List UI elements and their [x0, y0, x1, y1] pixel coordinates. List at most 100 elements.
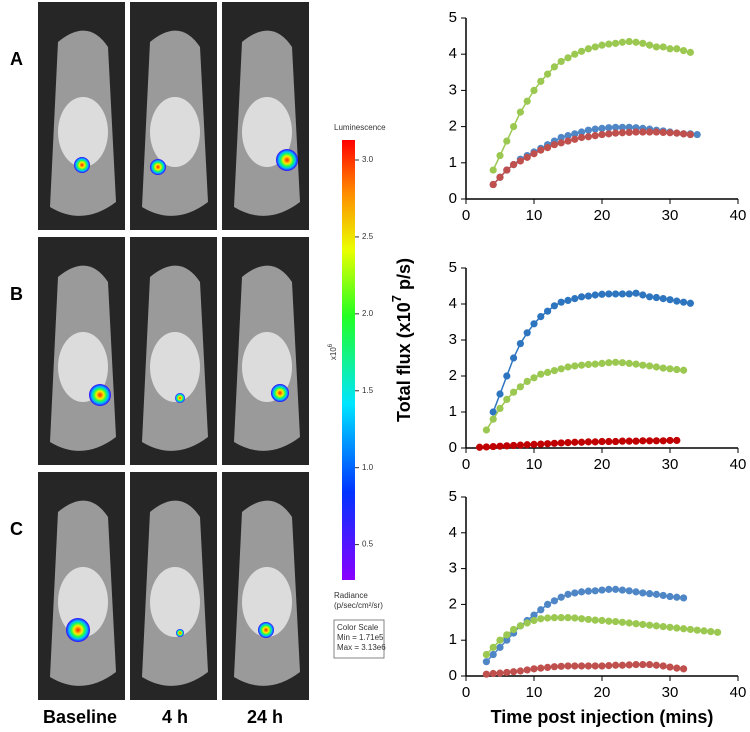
data-point	[523, 377, 531, 385]
data-point	[550, 597, 559, 605]
data-point	[618, 123, 627, 131]
data-point	[686, 299, 695, 307]
data-point	[591, 438, 599, 446]
data-point	[652, 363, 661, 371]
data-point	[680, 130, 688, 138]
data-point	[605, 662, 613, 670]
data-point	[523, 441, 531, 449]
column-label: Baseline	[43, 707, 117, 727]
data-point	[550, 141, 559, 149]
data-point	[489, 643, 497, 651]
data-point	[530, 150, 538, 158]
data-point	[625, 128, 633, 136]
data-point	[591, 662, 599, 670]
colorbar-tick-label: 0.5	[362, 540, 374, 549]
data-point	[509, 161, 518, 169]
photo-grid	[38, 2, 309, 700]
data-point	[550, 614, 559, 622]
data-point	[632, 660, 640, 669]
data-point	[476, 443, 484, 451]
data-point	[496, 151, 504, 160]
luminescence-spot	[74, 157, 90, 173]
data-point	[523, 329, 531, 337]
data-point	[612, 585, 620, 593]
data-point	[639, 589, 647, 597]
y-tick-label: 1	[449, 403, 457, 420]
data-point	[659, 364, 667, 372]
data-point	[503, 137, 511, 145]
data-point	[605, 437, 613, 446]
data-point	[612, 123, 620, 131]
data-point	[516, 108, 525, 116]
data-point	[571, 438, 579, 446]
data-point	[612, 661, 620, 669]
data-point	[632, 588, 640, 596]
data-point	[700, 627, 708, 635]
data-point	[625, 437, 633, 445]
data-point	[639, 660, 647, 669]
data-point	[509, 668, 518, 676]
luminescence-spot	[175, 393, 185, 403]
data-point	[605, 40, 613, 48]
y-tick-label: 3	[449, 331, 457, 348]
data-point	[598, 359, 606, 367]
data-point	[632, 360, 640, 368]
y-tick-label: 5	[449, 259, 457, 276]
y-axis-title: Total flux (x107 p/s)	[389, 258, 413, 422]
data-point	[509, 123, 518, 131]
data-point	[591, 291, 599, 299]
data-point	[659, 437, 667, 445]
luminescence-spot	[89, 384, 111, 406]
data-point	[544, 70, 552, 78]
panel-label: B	[10, 284, 23, 304]
data-point	[666, 129, 674, 137]
column-label: 4 h	[162, 707, 188, 727]
data-point	[584, 45, 593, 53]
data-point	[584, 360, 593, 369]
x-tick-label: 40	[730, 456, 747, 473]
radiance-label: Radiance	[334, 591, 368, 600]
y-axis-title-end: p/s)	[394, 258, 414, 295]
data-point	[659, 622, 667, 631]
x-tick-label: 0	[462, 684, 470, 701]
y-tick-label: 0	[449, 190, 457, 207]
data-point	[509, 441, 518, 450]
luminescence-spot	[150, 159, 166, 175]
data-point	[530, 86, 538, 94]
data-point	[618, 618, 627, 626]
color-bar	[342, 140, 355, 580]
data-point	[612, 129, 620, 137]
x-tick-label: 40	[730, 684, 747, 701]
panel-label: A	[10, 49, 23, 69]
data-point	[680, 665, 688, 673]
data-point	[652, 622, 661, 630]
data-point	[639, 128, 647, 136]
data-point	[625, 359, 633, 367]
x-tick-label: 10	[526, 456, 543, 473]
data-point	[625, 290, 633, 298]
y-tick-label: 4	[449, 45, 457, 62]
data-point	[530, 374, 538, 382]
column-label: 24 h	[247, 707, 283, 727]
radiance-label: (p/sec/cm²/sr)	[334, 601, 383, 610]
data-point	[564, 439, 572, 447]
data-point	[537, 440, 545, 448]
x-tick-label: 20	[594, 684, 611, 701]
data-point	[537, 370, 545, 378]
data-point	[550, 439, 559, 447]
data-point	[646, 621, 654, 629]
data-point	[666, 592, 674, 601]
series-line	[492, 292, 691, 413]
y-tick-label: 4	[449, 524, 457, 541]
luminescence-spot	[258, 622, 274, 638]
data-point	[666, 623, 674, 631]
data-point	[564, 296, 572, 304]
x-tick-label: 20	[594, 456, 611, 473]
colorbar-unit-base: x10	[329, 347, 338, 360]
data-point	[516, 157, 525, 165]
data-point	[632, 289, 640, 297]
data-point	[673, 129, 681, 137]
data-point	[591, 587, 599, 595]
data-point	[496, 173, 504, 181]
